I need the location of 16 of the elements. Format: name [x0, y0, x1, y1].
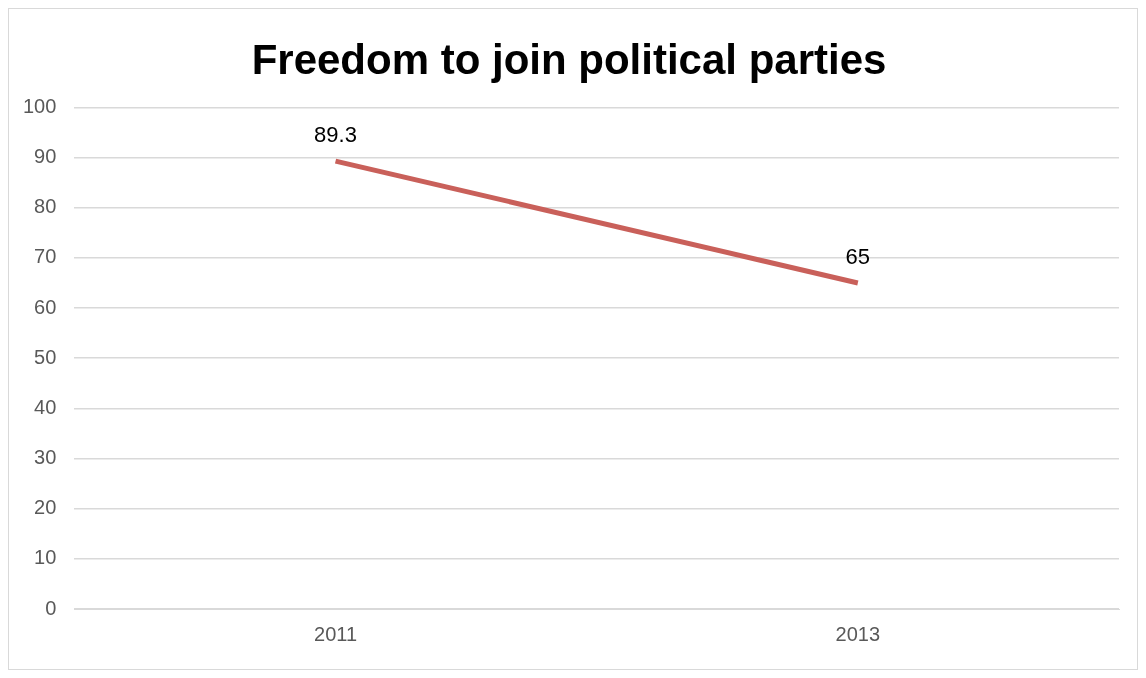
x-tick-label: 2011	[314, 622, 358, 645]
y-tick-label: 90	[34, 145, 57, 168]
y-tick-label: 40	[34, 395, 57, 418]
y-tick-label: 70	[34, 245, 57, 268]
chart-title: Freedom to join political parties	[251, 35, 887, 83]
y-tick-label: 0	[45, 596, 57, 619]
y-tick-label: 60	[34, 295, 57, 318]
y-tick-label: 30	[34, 446, 57, 469]
y-tick-label: 100	[22, 94, 57, 117]
data-label: 65	[845, 244, 871, 270]
y-tick-label: 50	[34, 345, 57, 368]
y-tick-label: 10	[34, 546, 57, 569]
y-tick-label: 80	[34, 195, 57, 218]
data-label: 89.3	[314, 122, 357, 148]
x-tick-label: 2013	[835, 622, 881, 645]
y-tick-label: 20	[34, 496, 57, 519]
